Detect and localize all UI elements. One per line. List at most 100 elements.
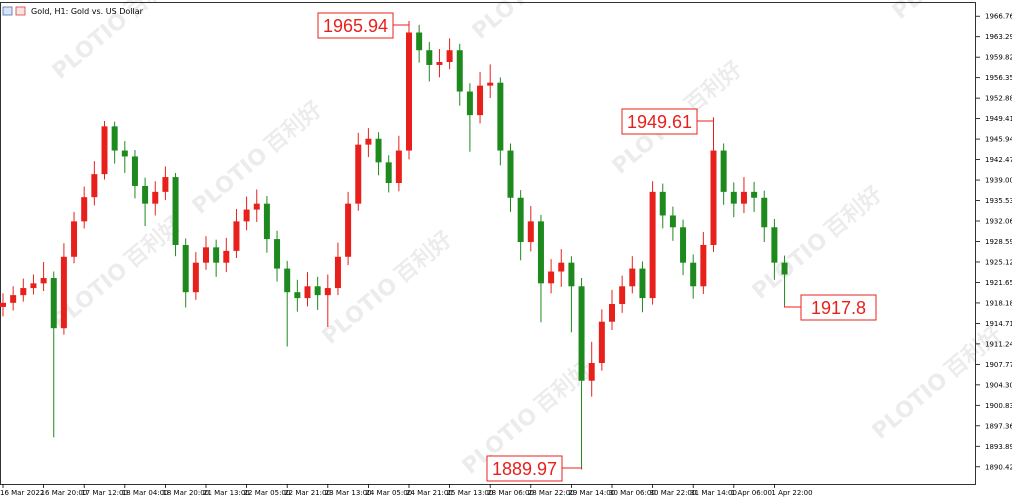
y-tick-label: 1952.88 <box>985 95 1012 103</box>
x-tick-label: 29 Mar 14:00 <box>568 489 615 497</box>
y-tick-label: 1893.89 <box>985 443 1012 451</box>
y-tick-label: 1900.83 <box>985 402 1012 410</box>
x-tick-label: 25 Mar 13:00 <box>447 489 494 497</box>
candle-body <box>10 295 17 303</box>
candle-body <box>436 62 443 65</box>
y-tick-label: 1890.42 <box>985 463 1012 471</box>
annotation-box <box>486 455 563 482</box>
candle-body <box>60 256 67 329</box>
candle-body <box>659 191 666 216</box>
x-tick-label: 22 Mar 05:00 <box>244 489 291 497</box>
candle-body <box>466 91 473 116</box>
y-tick-label: 1918.18 <box>985 299 1012 307</box>
y-tick-label: 1897.36 <box>985 422 1012 430</box>
candle-body <box>182 244 189 293</box>
annotation-label: 1917.8 <box>811 298 866 318</box>
candle-body <box>152 191 159 204</box>
candle-body <box>761 197 768 228</box>
y-tick-label: 1935.53 <box>985 197 1012 205</box>
candle-body <box>203 247 209 263</box>
candle-body <box>345 203 352 257</box>
y-tick-label: 1966.76 <box>985 13 1012 21</box>
candle-body <box>751 191 758 198</box>
y-tick-label: 1956.35 <box>985 74 1012 82</box>
candle-body <box>568 262 575 287</box>
candle-body <box>162 177 169 192</box>
candle-body <box>50 278 57 329</box>
x-tick-label: 24 Mar 21:00 <box>406 489 453 497</box>
candle-body <box>598 321 605 364</box>
x-tick-label: 17 Mar 12:00 <box>81 489 128 497</box>
candle-body <box>71 221 78 257</box>
candle-body <box>304 286 311 299</box>
candle-body <box>578 286 585 381</box>
candle-body <box>314 286 321 296</box>
candle-body <box>416 32 423 51</box>
candle-body <box>497 82 504 151</box>
candle-body <box>740 191 747 204</box>
y-tick-label: 1939.00 <box>985 177 1012 185</box>
x-tick-label: 21 Mar 13:00 <box>203 489 250 497</box>
candle-body <box>537 221 544 284</box>
candle-body <box>294 292 301 299</box>
candle-body <box>263 203 270 240</box>
annotation-leader <box>696 117 714 122</box>
x-tick-label: 28 Mar 22:00 <box>528 489 575 497</box>
annotation-label: 1949.61 <box>627 112 692 132</box>
candle-body <box>223 250 230 263</box>
candle-body <box>771 227 778 263</box>
candle-body <box>20 288 27 296</box>
y-tick-label: 1904.30 <box>985 381 1012 389</box>
x-tick-label: 18 Mar 04:00 <box>122 489 169 497</box>
candle-body <box>375 138 382 163</box>
candle-body <box>690 262 697 287</box>
y-tick-label: 1925.12 <box>985 258 1012 266</box>
candle-body <box>700 244 707 287</box>
candle-body <box>274 239 281 269</box>
candle-body <box>233 221 240 251</box>
candle-body <box>477 85 484 116</box>
annotation-leader <box>562 467 583 470</box>
candle-body <box>324 288 331 296</box>
candle-body <box>81 197 88 222</box>
y-tick-label: 1928.59 <box>985 238 1012 246</box>
candle-body <box>446 50 453 63</box>
candle-body <box>406 32 412 151</box>
y-tick-label: 1949.41 <box>985 115 1012 123</box>
chart-title: Gold, H1: Gold vs. US Dollar <box>31 7 144 16</box>
y-tick-label: 1907.77 <box>985 361 1012 369</box>
x-tick-label: 24 Mar 05:00 <box>365 489 412 497</box>
candle-body <box>334 256 341 289</box>
x-tick-label: 28 Mar 06:00 <box>487 489 534 497</box>
candle-body <box>365 138 372 145</box>
candle-body <box>284 268 291 293</box>
candle-body <box>192 262 199 293</box>
candle-body <box>395 150 402 184</box>
candle-body <box>142 185 149 204</box>
candle-body <box>487 82 494 86</box>
annotation-box <box>621 108 698 135</box>
annotation-label: 1965.94 <box>323 16 388 36</box>
y-tick-label: 1963.29 <box>985 33 1012 41</box>
candle-body <box>548 271 555 284</box>
candle-body <box>629 268 636 287</box>
candle-body <box>426 50 433 65</box>
x-tick-label: 30 Mar 06:00 <box>609 489 656 497</box>
candle-body <box>669 215 676 228</box>
candle-body <box>172 177 179 245</box>
candle-body <box>456 50 463 92</box>
candle-body <box>649 191 656 299</box>
candle-body <box>30 283 37 289</box>
candle-body <box>720 150 727 192</box>
annotation-leader <box>390 21 410 26</box>
plot-frame <box>0 2 976 485</box>
y-tick-label: 1921.65 <box>985 279 1012 287</box>
candle-body <box>253 203 260 210</box>
candle-body <box>730 191 737 204</box>
candle-body <box>639 268 646 299</box>
y-tick-label: 1945.94 <box>985 136 1012 144</box>
x-tick-label: 22 Mar 21:00 <box>284 489 331 497</box>
x-tick-label: 1 Apr 06:00 <box>731 489 772 497</box>
x-tick-label: 30 Mar 22:00 <box>650 489 697 497</box>
